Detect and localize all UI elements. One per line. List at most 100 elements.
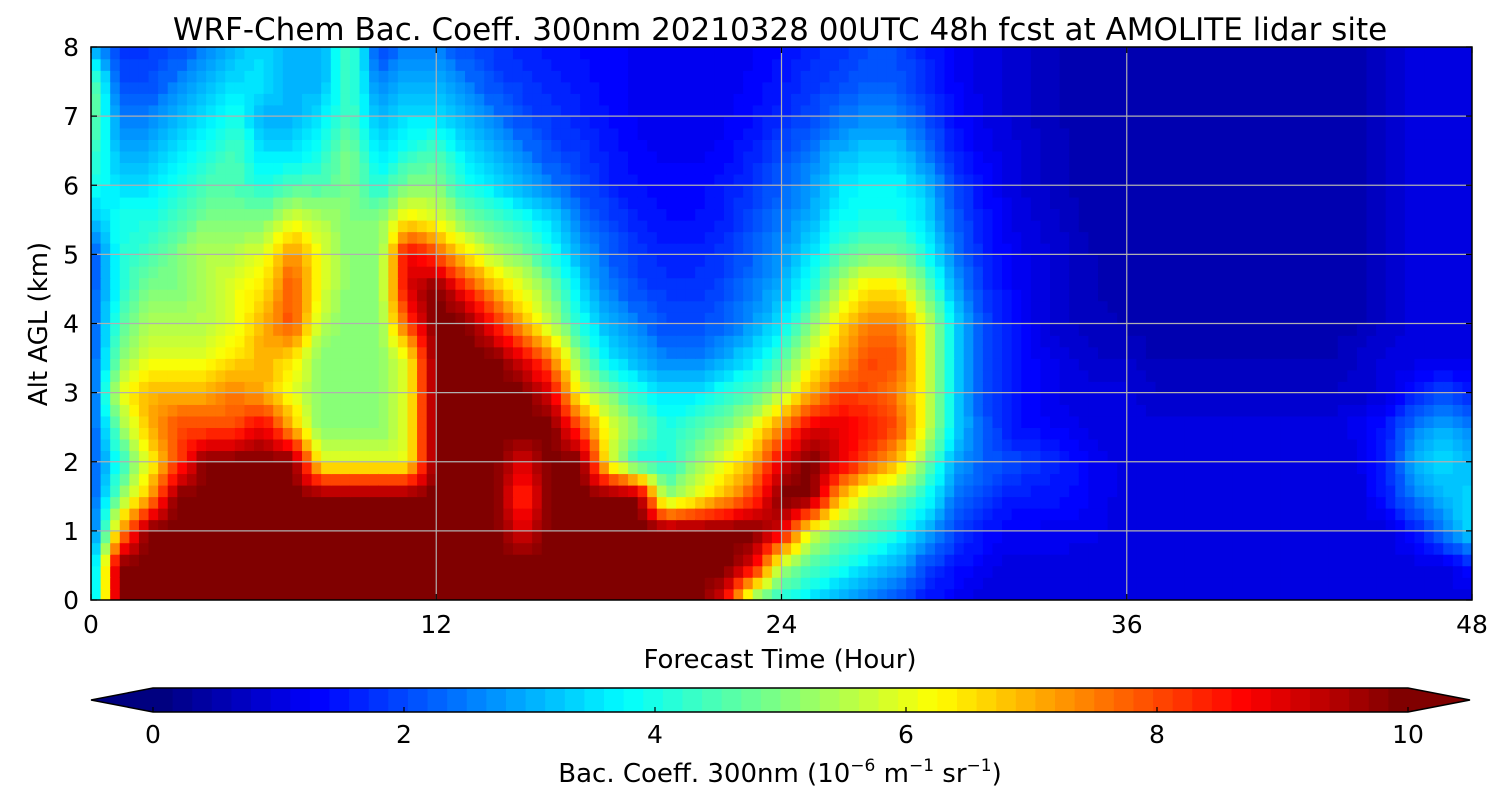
heatmap-cell <box>848 496 860 509</box>
heatmap-cell <box>426 565 438 578</box>
heatmap-cell <box>1136 496 1147 509</box>
heatmap-cell <box>1337 358 1349 371</box>
heatmap-cell <box>1424 242 1435 256</box>
heatmap-cell <box>138 530 150 544</box>
heatmap-cell <box>1088 530 1099 544</box>
heatmap-cell <box>474 438 486 452</box>
heatmap-cell <box>1366 519 1377 532</box>
heatmap-cell <box>570 369 581 382</box>
heatmap-cell <box>1078 231 1090 244</box>
heatmap-cell <box>560 231 572 244</box>
heatmap-cell <box>1069 473 1080 486</box>
heatmap-cell <box>138 461 150 475</box>
heatmap-cell <box>503 496 514 509</box>
heatmap-cell <box>1280 438 1291 452</box>
heatmap-cell <box>1117 300 1128 313</box>
heatmap-cell <box>819 231 831 244</box>
heatmap-cell <box>1174 369 1186 382</box>
heatmap-cell <box>1203 484 1214 498</box>
heatmap-cell <box>1069 242 1080 256</box>
heatmap-cell <box>1088 219 1099 233</box>
heatmap-cell <box>1117 265 1128 279</box>
heatmap-cell <box>1280 507 1291 521</box>
heatmap-cell <box>378 265 390 279</box>
heatmap-cell <box>676 392 687 405</box>
heatmap-cell <box>455 576 466 590</box>
heatmap-cell <box>215 565 227 578</box>
heatmap-cell <box>263 530 275 544</box>
heatmap-cell <box>973 427 984 440</box>
heatmap-cell <box>426 588 438 600</box>
heatmap-cell <box>1318 392 1329 405</box>
heatmap-cell <box>254 323 265 336</box>
heatmap-cell <box>225 484 236 498</box>
heatmap-cell <box>321 311 332 325</box>
heatmap-cell <box>340 565 351 578</box>
heatmap-cell <box>493 588 505 600</box>
heatmap-cell <box>906 346 917 359</box>
heatmap-cell <box>628 450 639 463</box>
heatmap-cell <box>666 496 677 509</box>
heatmap-cell <box>1318 358 1329 371</box>
heatmap-cell <box>637 288 649 302</box>
heatmap-cell <box>1280 473 1291 486</box>
heatmap-cell <box>954 415 965 428</box>
heatmap-cell <box>426 392 438 405</box>
heatmap-cell <box>407 450 418 463</box>
heatmap-cell <box>896 300 907 313</box>
heatmap-cell <box>915 473 927 486</box>
heatmap-cell <box>148 311 159 325</box>
heatmap-cell <box>992 369 1003 382</box>
heatmap-cell <box>1002 392 1013 405</box>
heatmap-cell <box>791 231 802 244</box>
heatmap-cell <box>493 473 505 486</box>
heatmap-cell <box>762 381 773 394</box>
heatmap-cell <box>771 254 783 267</box>
heatmap-cell <box>206 346 217 359</box>
heatmap-cell <box>1184 369 1195 382</box>
heatmap-cell <box>369 242 380 256</box>
heatmap-cell <box>551 208 562 221</box>
heatmap-cell <box>1088 461 1099 475</box>
heatmap-cell <box>186 369 198 382</box>
heatmap-cell <box>1433 323 1445 336</box>
heatmap-cell <box>1308 519 1320 532</box>
heatmap-cell <box>781 277 792 290</box>
heatmap-cell <box>608 565 620 578</box>
heatmap-cell <box>1107 461 1118 475</box>
heatmap-cell <box>263 219 275 233</box>
heatmap-cell <box>973 242 984 256</box>
heatmap-cell <box>445 404 457 417</box>
heatmap-cell <box>714 565 725 578</box>
heatmap-cell <box>388 277 399 290</box>
heatmap-cell <box>1136 219 1147 233</box>
heatmap-cell <box>1299 519 1310 532</box>
heatmap-cell <box>1203 219 1214 233</box>
heatmap-cell <box>91 496 102 509</box>
heatmap-cell <box>1174 450 1186 463</box>
heatmap-cell <box>196 346 207 359</box>
heatmap-cell <box>407 231 418 244</box>
heatmap-cell <box>321 369 332 382</box>
heatmap-cell <box>1050 311 1061 325</box>
heatmap-cell <box>570 530 581 544</box>
heatmap-cell <box>503 300 514 313</box>
heatmap-cell <box>426 381 438 394</box>
heatmap-cell <box>580 311 591 325</box>
heatmap-cell <box>1088 415 1099 428</box>
heatmap-cell <box>206 588 217 600</box>
heatmap-cell <box>1289 576 1301 590</box>
heatmap-cell <box>110 323 121 336</box>
heatmap-cell <box>1414 461 1425 475</box>
heatmap-cell <box>196 496 207 509</box>
heatmap-cell <box>676 323 687 336</box>
heatmap-cell <box>100 231 111 244</box>
heatmap-cell <box>925 381 936 394</box>
heatmap-cell <box>1280 496 1291 509</box>
heatmap-cell <box>915 553 927 567</box>
heatmap-cell <box>167 311 179 325</box>
heatmap-cell <box>1299 450 1310 463</box>
heatmap-cell <box>455 358 466 371</box>
heatmap-cell <box>465 438 476 452</box>
heatmap-cell <box>1069 519 1080 532</box>
